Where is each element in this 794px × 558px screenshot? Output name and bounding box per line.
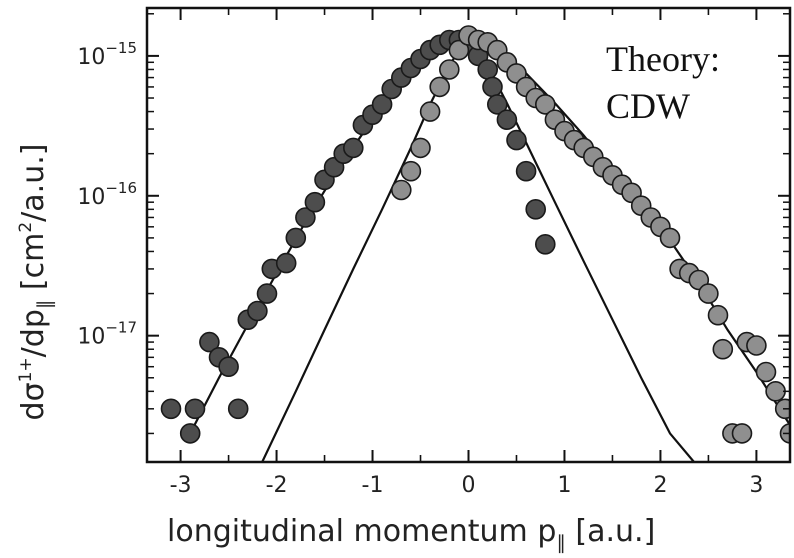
data-point [184,398,206,420]
data-point [515,160,537,182]
x-tick-label: 1 [557,473,571,498]
data-point [707,304,729,326]
data-point [371,94,393,115]
data-point [179,423,201,444]
data-point [400,160,422,182]
data-point [295,207,316,228]
data-point [275,252,297,274]
data-series-1 [160,29,556,444]
data-point [712,338,734,360]
plot-marks [160,25,790,462]
x-tick-label: -3 [170,473,192,498]
data-point [506,129,527,151]
data-point [496,109,518,130]
plot-area [160,25,790,462]
data-point [774,398,790,420]
y-axis-title: dσ1+/dp∥ [cm2/a.u.] [16,144,56,421]
data-point [247,300,268,322]
data-point [659,227,681,249]
x-tick-label: 0 [462,473,476,498]
data-point [160,398,182,420]
data-point [448,39,470,61]
data-point [482,76,503,98]
x-tick-label: 2 [653,473,667,498]
data-point [477,59,499,80]
data-point [486,94,508,115]
y-tick-label: 10−16 [77,179,137,210]
y-tick-label: 10−17 [77,319,137,350]
data-series-2 [390,25,790,444]
data-point [199,331,220,353]
data-point [534,94,556,115]
data-point [438,59,460,80]
data-point [304,191,326,213]
x-axis-title: longitudinal momentum p∥ [a.u.] [167,514,655,554]
data-point [765,380,786,402]
x-tick-label: -1 [362,473,384,498]
data-point [534,234,556,255]
data-point [731,423,753,444]
annotation-line-1: Theory: [606,39,720,79]
data-point [218,356,239,378]
x-tick-label: -2 [266,473,288,498]
data-point [698,283,719,304]
data-point [419,101,441,122]
data-point [525,199,547,220]
data-point [256,283,278,304]
data-point [755,361,777,383]
data-point [342,137,364,159]
data-point [390,179,412,201]
data-point [285,227,307,249]
data-point [410,137,431,159]
data-point [227,398,249,420]
annotation-line-2: CDW [606,86,690,126]
axis-ticks: -3 -2 -1 0 1 2 3 10−15 10−16 10−17 [77,8,790,498]
data-point [429,76,451,98]
data-point [746,335,767,356]
x-tick-label: 3 [749,473,763,498]
y-tick-label: 10−15 [77,39,137,70]
